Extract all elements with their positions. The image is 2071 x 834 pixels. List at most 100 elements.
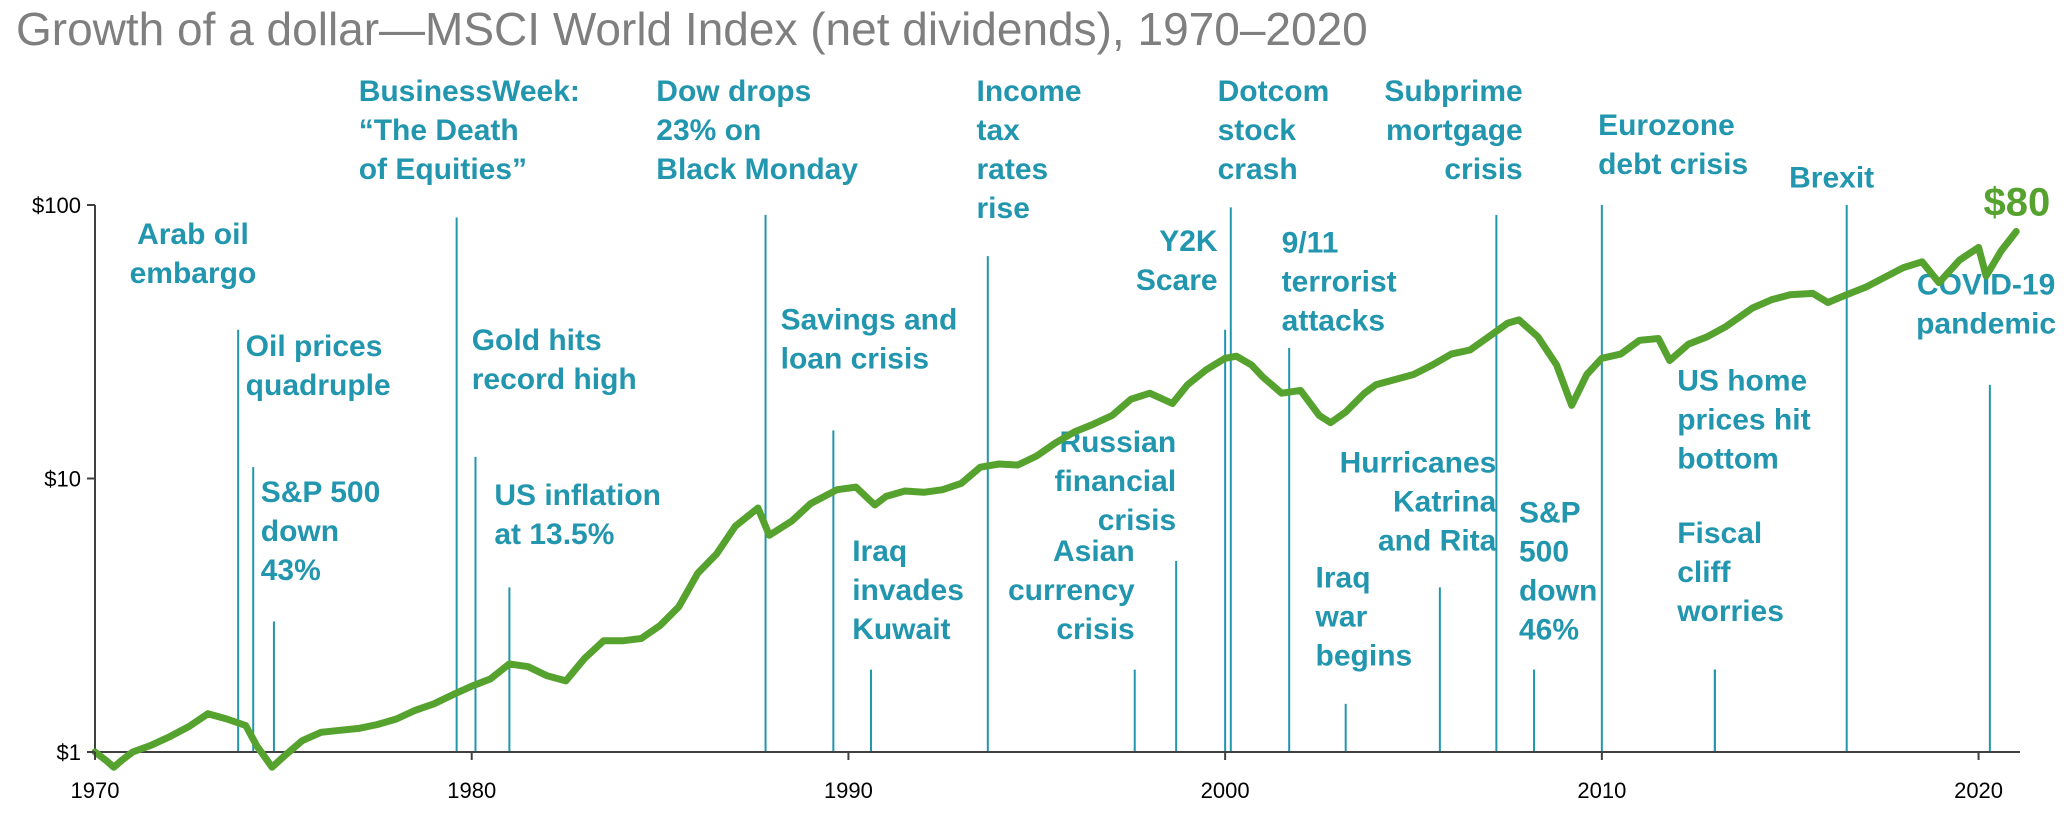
event-label-line: Hurricanes xyxy=(1340,447,1497,480)
event-label-line: of Equities” xyxy=(359,153,527,186)
event-label-line: Dow drops xyxy=(656,75,811,108)
event-label-line: tax xyxy=(977,114,1021,147)
event-label-line: at 13.5% xyxy=(494,518,614,551)
event-label-line: mortgage xyxy=(1386,114,1523,147)
line-layer: $80 xyxy=(91,181,2050,771)
event-label-line: 23% on xyxy=(656,114,761,147)
event-label: Iraq war begins xyxy=(1315,561,1413,672)
event-label-line: US home xyxy=(1677,364,1807,397)
event-label-line: down xyxy=(1519,575,1597,608)
event-label-line: begins xyxy=(1316,639,1413,672)
event-label-line: Kuwait xyxy=(852,613,950,646)
event-label-line: US inflation xyxy=(494,479,661,512)
event-label-line: Iraq xyxy=(852,535,907,568)
event-label-line: Iraq xyxy=(1316,561,1371,594)
event-label-line: 9/11 xyxy=(1282,227,1339,260)
event-label: S&P 500 down 43% xyxy=(261,476,381,587)
event-label-line: crash xyxy=(1218,153,1298,186)
y-tick-label: $1 xyxy=(57,740,81,765)
event-label-line: Subprime xyxy=(1384,75,1522,108)
event-label-line: debt crisis xyxy=(1598,148,1748,181)
event-label-line: Fiscal xyxy=(1677,517,1762,550)
event-label-line: and Rita xyxy=(1378,525,1497,558)
event-label-line: war xyxy=(1315,600,1368,633)
tick-layer: $1 $10 $100 1970 1980 1990 2000 2010 2020 xyxy=(32,193,2003,803)
event-label: Dow drops 23% on Black Monday xyxy=(656,75,858,186)
chart-title: Growth of a dollar—MSCI World Index (net… xyxy=(16,3,1368,55)
event-label-line: Brexit xyxy=(1789,161,1874,194)
event-label: Brexit xyxy=(1789,161,1874,194)
x-tick-label: 1970 xyxy=(71,778,120,803)
event-label-line: invades xyxy=(852,574,964,607)
final-value-label: $80 xyxy=(1983,181,2050,225)
event-label-line: embargo xyxy=(130,257,257,290)
event-label: Oil prices quadruple xyxy=(246,330,391,402)
event-label: Dotcom stock crash xyxy=(1218,75,1330,186)
event-label: Iraq invades Kuwait xyxy=(852,535,964,646)
event-label-line: Scare xyxy=(1136,264,1218,297)
event-label-line: 500 xyxy=(1519,536,1569,569)
event-label-line: Katrina xyxy=(1393,486,1497,519)
event-label: S&P 500 down 46% xyxy=(1519,497,1597,647)
event-label-line: bottom xyxy=(1677,442,1779,475)
event-label: Savings and loan crisis xyxy=(781,304,958,376)
event-label-line: stock xyxy=(1218,114,1297,147)
event-label: Hurricanes Katrina and Rita xyxy=(1340,447,1497,558)
event-label-line: attacks xyxy=(1282,305,1385,338)
event-label: Fiscal cliff worries xyxy=(1676,517,1784,628)
event-label-line: Black Monday xyxy=(656,153,858,186)
event-label-line: pandemic xyxy=(1916,308,2056,341)
event-label-line: record high xyxy=(472,363,637,396)
event-label-line: S&P xyxy=(1519,497,1581,530)
event-label-line: BusinessWeek: xyxy=(359,75,580,108)
event-label: Russian financial crisis xyxy=(1054,426,1176,537)
event-label: US home prices hit bottom xyxy=(1677,364,1810,475)
event-label-line: rates xyxy=(977,153,1049,186)
event-label-line: rise xyxy=(977,192,1030,225)
annotation-layer: Arab oil embargo Oil prices quadruple S&P 50… xyxy=(130,75,2056,752)
event-label-line: down xyxy=(261,515,339,548)
x-tick-label: 2020 xyxy=(1954,778,2003,803)
event-label-line: worries xyxy=(1676,595,1784,628)
x-tick-label: 1980 xyxy=(447,778,496,803)
event-label: Subprime mortgage crisis xyxy=(1384,75,1522,186)
event-label-line: Y2K xyxy=(1159,225,1218,258)
event-label: Income tax rates rise xyxy=(977,75,1082,225)
event-label-line: cliff xyxy=(1677,556,1731,589)
event-label-line: prices hit xyxy=(1677,403,1810,436)
event-label-line: “The Death xyxy=(359,114,519,147)
event-label: 9/11 terrorist attacks xyxy=(1282,227,1397,338)
event-label-line: crisis xyxy=(1444,153,1522,186)
event-label-line: crisis xyxy=(1098,504,1176,537)
x-tick-label: 1990 xyxy=(824,778,873,803)
event-label: Eurozone debt crisis xyxy=(1598,109,1748,181)
event-label-line: S&P 500 xyxy=(261,476,381,509)
event-label-line: loan crisis xyxy=(781,343,929,376)
event-label: US inflation at 13.5% xyxy=(494,479,661,551)
event-label: Asian currency crisis xyxy=(1008,535,1135,646)
event-label: Gold hits record high xyxy=(472,324,637,396)
event-label: Y2K Scare xyxy=(1136,225,1218,297)
y-tick-label: $100 xyxy=(32,193,81,218)
x-tick-label: 2000 xyxy=(1201,778,1250,803)
event-label-line: Oil prices xyxy=(246,330,383,363)
series-line xyxy=(91,228,2020,771)
event-label-line: Savings and xyxy=(781,304,958,337)
event-label-line: quadruple xyxy=(246,369,391,402)
x-tick-label: 2010 xyxy=(1577,778,1626,803)
event-label-line: currency xyxy=(1008,574,1135,607)
event-label: BusinessWeek: “The Death of Equities” xyxy=(359,75,580,186)
event-label-line: crisis xyxy=(1056,613,1134,646)
event-label-line: 46% xyxy=(1519,614,1579,647)
event-label-line: financial xyxy=(1054,465,1176,498)
event-label-line: Income xyxy=(977,75,1082,108)
event-label-line: Eurozone xyxy=(1598,109,1735,142)
event-label-line: 43% xyxy=(261,554,321,587)
event-label-line: Gold hits xyxy=(472,324,602,357)
y-tick-label: $10 xyxy=(44,467,81,492)
event-label-line: Asian xyxy=(1053,535,1135,568)
event-label-line: Arab oil xyxy=(137,218,249,251)
event-label-line: Dotcom xyxy=(1218,75,1330,108)
event-label-line: terrorist xyxy=(1282,266,1397,299)
